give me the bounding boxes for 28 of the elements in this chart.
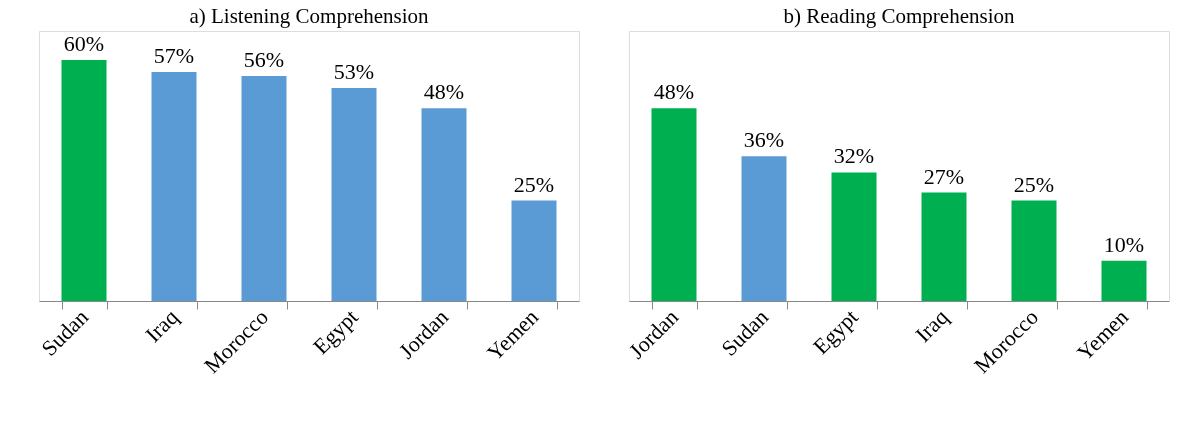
data-label: 57% — [153, 42, 195, 68]
data-label: 25% — [513, 171, 555, 197]
data-label: 36% — [743, 127, 785, 153]
data-label: 27% — [923, 163, 965, 189]
data-label: 10% — [1103, 231, 1145, 257]
x-tick-label: Iraq — [140, 304, 183, 348]
bar — [331, 88, 377, 301]
bar — [151, 71, 197, 301]
data-label: 56% — [243, 47, 285, 72]
bar — [1101, 260, 1147, 301]
bar — [511, 200, 557, 301]
data-label: 53% — [333, 59, 375, 85]
chart-title: b) Reading Comprehension — [783, 4, 1015, 28]
data-label: 32% — [833, 143, 875, 169]
data-label: 60% — [63, 30, 105, 56]
data-label: 48% — [423, 79, 465, 105]
data-label: 48% — [653, 79, 695, 105]
bar — [741, 156, 787, 301]
data-label: 25% — [1013, 171, 1055, 197]
bar — [421, 108, 467, 301]
bar — [831, 172, 877, 301]
bar — [241, 76, 287, 301]
bar — [921, 192, 967, 301]
chart-title: a) Listening Comprehension — [189, 4, 430, 28]
bar — [1011, 200, 1057, 301]
bar — [651, 108, 697, 301]
x-tick-label: Iraq — [910, 304, 953, 348]
bar — [61, 59, 107, 301]
